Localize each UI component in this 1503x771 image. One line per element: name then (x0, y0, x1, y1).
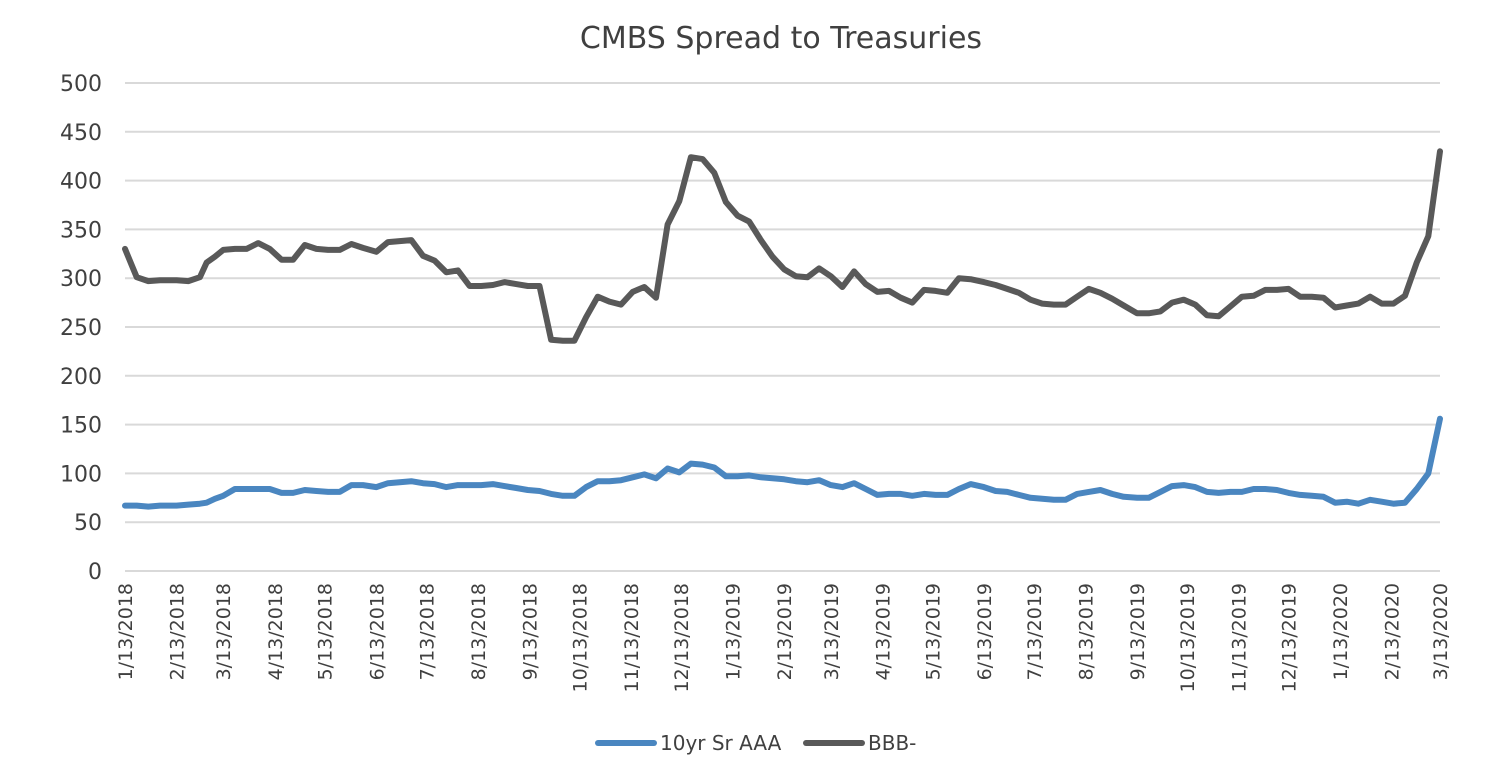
x-tick-label: 7/13/2018 (416, 583, 438, 680)
y-tick-label: 250 (60, 316, 102, 341)
x-tick-label: 1/13/2018 (115, 583, 137, 680)
x-tick-label: 5/13/2019 (922, 583, 944, 680)
x-tick-label: 6/13/2018 (366, 583, 388, 680)
x-tick-label: 10/13/2018 (569, 583, 591, 693)
x-tick-label: 4/13/2018 (265, 583, 287, 680)
y-tick-label: 150 (60, 414, 102, 439)
x-tick-label: 4/13/2019 (872, 583, 894, 680)
x-tick-label: 3/13/2020 (1430, 583, 1452, 680)
chart-title: CMBS Spread to Treasuries (580, 21, 982, 56)
y-tick-label: 350 (60, 218, 102, 243)
x-tick-label: 3/13/2019 (821, 583, 843, 680)
gridlines (125, 82, 1440, 572)
y-tick-label: 400 (60, 170, 102, 195)
legend-label: BBB- (868, 731, 916, 755)
y-tick-label: 300 (60, 267, 102, 292)
x-tick-label: 2/13/2019 (774, 583, 796, 680)
x-tick-label: 1/13/2020 (1330, 583, 1352, 680)
y-tick-label: 200 (60, 365, 102, 390)
y-tick-label: 50 (74, 511, 102, 536)
x-tick-label: 5/13/2018 (315, 583, 337, 680)
series-line-1 (122, 415, 1443, 510)
series-line-2 (122, 148, 1443, 344)
x-tick-label: 12/13/2019 (1279, 583, 1301, 693)
x-tick-label: 8/13/2018 (468, 583, 490, 680)
x-tick-label: 8/13/2019 (1075, 583, 1097, 680)
x-tick-label: 3/13/2018 (213, 583, 235, 680)
y-tick-label: 100 (60, 462, 102, 487)
y-tick-label: 500 (60, 72, 102, 97)
x-tick-label: 9/13/2018 (519, 583, 541, 680)
legend-label: 10yr Sr AAA (660, 731, 782, 755)
x-tick-label: 11/13/2018 (621, 583, 643, 693)
x-axis: 1/13/2018 2/13/2018 3/13/2018 4/13/2018 5/13… (115, 583, 1452, 693)
y-tick-label: 450 (60, 121, 102, 146)
x-tick-label: 7/13/2019 (1024, 583, 1046, 680)
x-tick-label: 2/13/2018 (167, 583, 189, 680)
y-axis: 0 50 100 150 200 250 300 350 400 450 500 (60, 72, 102, 585)
x-tick-label: 12/13/2018 (671, 583, 693, 693)
legend: 10yr Sr AAA BBB- (595, 731, 916, 755)
x-tick-label: 6/13/2019 (974, 583, 996, 680)
y-tick-label: 0 (88, 560, 102, 585)
plot-area (122, 148, 1443, 510)
x-tick-label: 1/13/2019 (723, 583, 745, 680)
x-tick-label: 11/13/2019 (1229, 583, 1251, 693)
x-tick-label: 9/13/2019 (1127, 583, 1149, 680)
x-tick-label: 2/13/2020 (1382, 583, 1404, 680)
x-tick-label: 10/13/2019 (1177, 583, 1199, 693)
